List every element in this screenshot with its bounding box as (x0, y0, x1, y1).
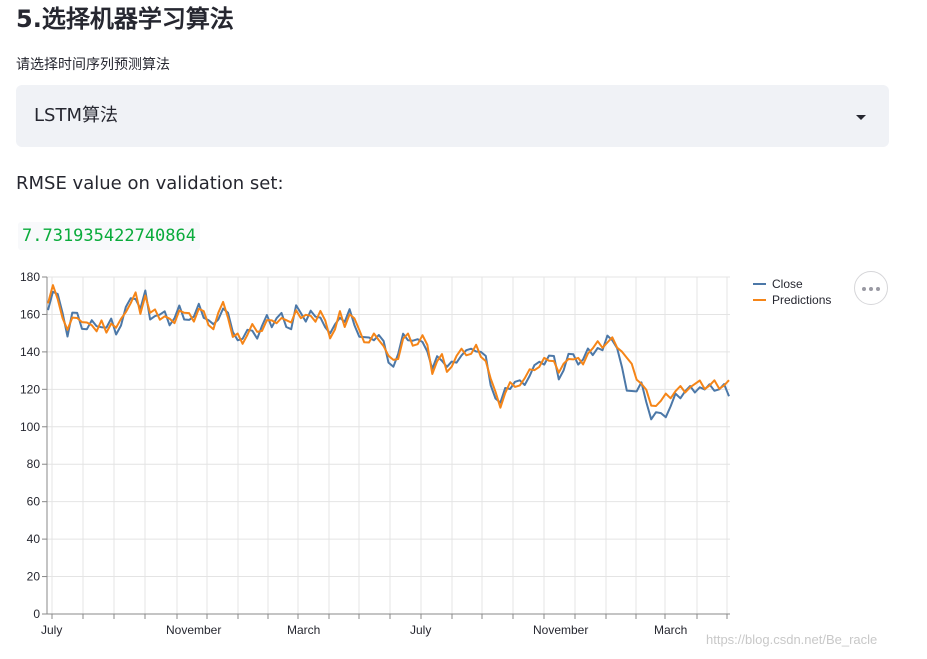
y-tick-label: 160 (20, 307, 40, 321)
y-tick-label: 100 (20, 420, 40, 434)
y-tick-label: 80 (27, 457, 41, 471)
algorithm-select-value: LSTM算法 (34, 105, 118, 126)
algorithm-select[interactable]: LSTM算法 (16, 85, 889, 147)
legend-label: Close (772, 277, 803, 291)
x-tick-label: March (287, 623, 320, 637)
line-chart: 0 20 40 60 80 100 120 140 160 180 July November Marc… (20, 270, 831, 637)
x-tick-label: July (410, 623, 431, 637)
y-tick-label: 20 (27, 570, 41, 584)
chevron-down-icon (856, 115, 866, 120)
series-line-predictions (47, 284, 730, 409)
y-tick-label: 120 (20, 382, 40, 396)
x-tick-label: March (654, 623, 687, 637)
rmse-label: RMSE value on validation set: (16, 173, 284, 194)
x-tick-label: November (533, 623, 588, 637)
legend-label: Predictions (772, 293, 831, 307)
y-tick-label: 60 (27, 495, 41, 509)
x-tick-label: July (41, 623, 62, 637)
algorithm-select-label: 请选择时间序列预测算法 (16, 57, 170, 73)
y-tick-label: 140 (20, 345, 40, 359)
y-tick-label: 0 (33, 607, 40, 621)
rmse-value: 7.731935422740864 (18, 222, 200, 250)
more-horizontal-icon[interactable] (854, 271, 888, 305)
y-tick-label: 180 (20, 270, 40, 284)
x-tick-label: November (166, 623, 221, 637)
watermark: https://blog.csdn.net/Be_racle (706, 632, 878, 647)
page-title: 5.选择机器学习算法 (16, 5, 234, 33)
y-tick-label: 40 (27, 532, 41, 546)
